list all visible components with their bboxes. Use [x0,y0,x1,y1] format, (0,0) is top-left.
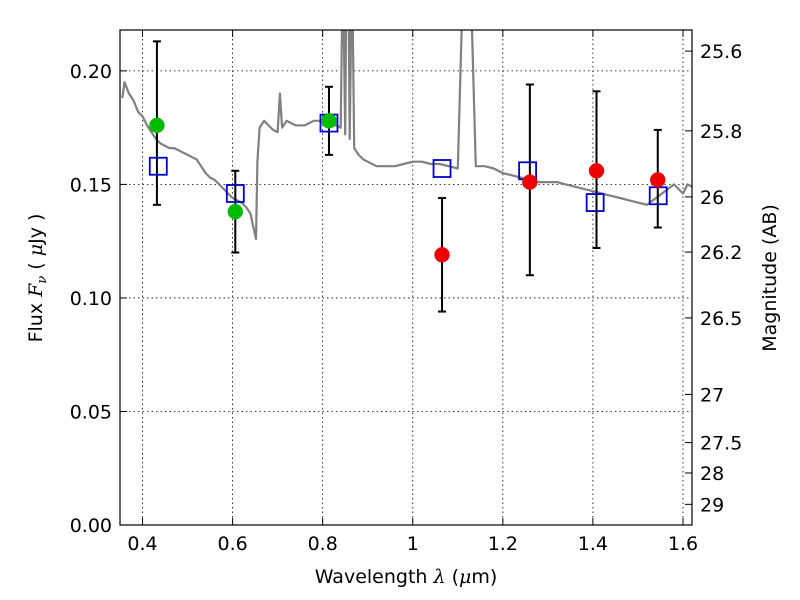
plot-background [120,30,692,525]
axis-ticks: 0.4 0.6 0.8 1 1.2 1.4 1.6 0.00 0.05 0.10 0.15 0.20 2… [70,30,742,555]
y-tick-label: 0.15 [70,174,112,196]
x-tick-label: 0.4 [127,533,157,555]
observed-nir-point [588,163,605,179]
observed-nir-point [434,247,450,263]
model-band-square [432,159,452,178]
observed-optical-point [227,203,244,220]
model-band-square [225,184,245,203]
model-band-square [585,193,605,212]
y2-tick-label: 28 [700,463,724,485]
x-tick-label: 1.4 [578,533,608,555]
observed-nir-point [650,172,666,188]
plot-frame [119,29,693,526]
observed-optical-point [149,117,165,134]
model-band-square [148,156,168,176]
y2-axis-label: Magnitude (AB) [759,204,781,352]
y-tick-label: 0.00 [70,515,112,537]
observed-optical-point [321,113,337,129]
x-tick-label: 1.2 [488,533,518,555]
observed-nir-point [522,174,538,190]
x-axis-label: Wavelength λ (μm) [315,566,498,588]
y2-tick-label: 26 [700,187,724,209]
y-axis-label: Flux Fν ( μJy ) [25,214,50,343]
x-tick-label: 1.6 [668,533,698,555]
y2-tick-label: 27.5 [700,433,742,455]
x-tick-label: 0.8 [308,533,338,555]
grid-lines [120,30,692,526]
y-tick-label: 0.10 [70,288,112,310]
x-tick-label: 1 [407,533,419,555]
y2-tick-label: 27 [700,384,724,406]
y-tick-label: 0.05 [70,401,112,423]
y2-tick-label: 25.8 [700,121,742,143]
x-tick-label: 0.6 [217,533,247,555]
y2-tick-label: 25.6 [700,41,742,63]
y2-tick-label: 26.2 [700,242,742,264]
y2-tick-label: 26.5 [700,308,742,330]
y2-tick-label: 29 [700,494,724,516]
plot-area [121,30,692,313]
y-tick-label: 0.20 [70,61,112,83]
